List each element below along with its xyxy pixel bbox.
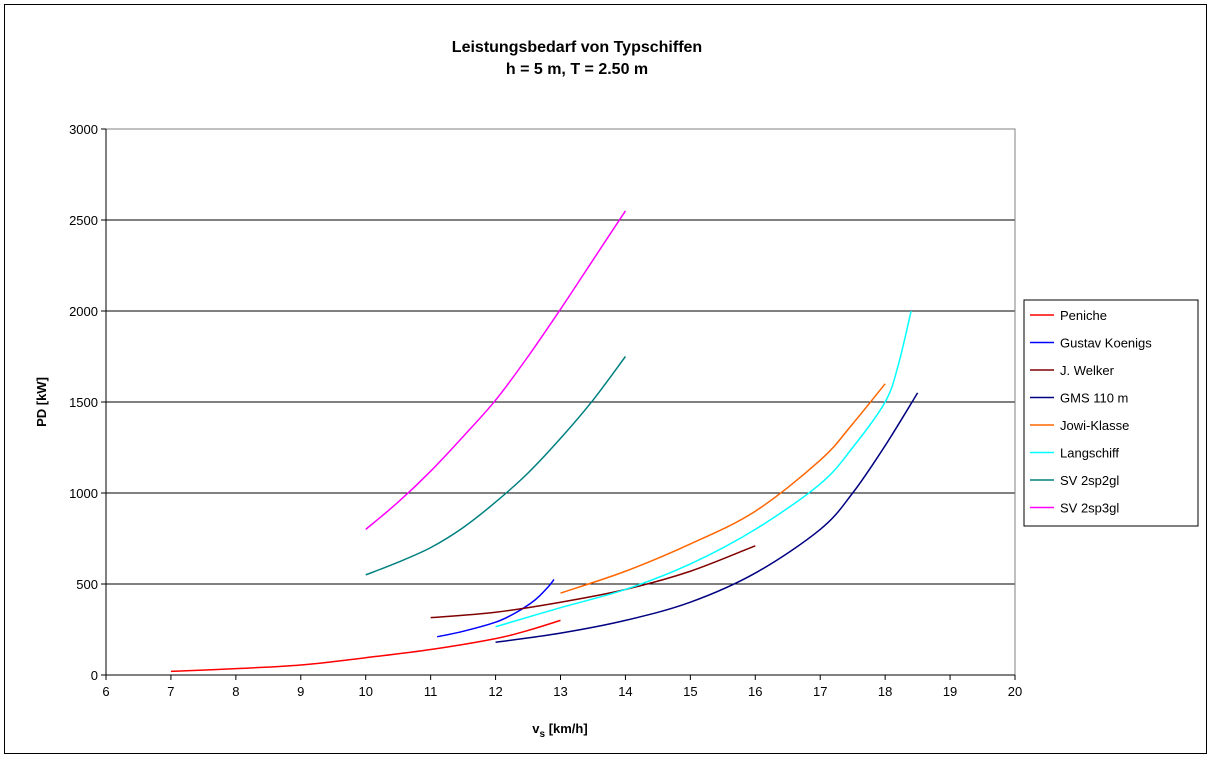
x-axis-label-unit: [km/h]	[545, 721, 588, 736]
y-tick-label: 2000	[69, 304, 98, 319]
x-tick-label: 19	[943, 684, 957, 699]
series-line	[495, 392, 919, 643]
y-tick-label: 0	[91, 668, 98, 683]
x-tick-label: 17	[813, 684, 827, 699]
y-axis-label: PD [kW]	[34, 377, 49, 427]
series-line	[436, 578, 555, 638]
legend-box	[1023, 299, 1199, 527]
series-line	[430, 545, 756, 619]
series-lines	[170, 210, 919, 673]
chart-subtitle: h = 5 m, T = 2.50 m	[506, 61, 648, 78]
series-line	[365, 356, 627, 576]
x-axis-label: vs [km/h]	[532, 721, 587, 740]
x-tick-label: 8	[232, 684, 239, 699]
legend-label: GMS 110 m	[1060, 391, 1128, 406]
series-line	[365, 210, 627, 530]
x-tick-label: 18	[878, 684, 892, 699]
x-tick-label: 10	[358, 684, 372, 699]
y-tick-label: 1000	[69, 486, 98, 501]
legend: Peniche Gustav Koenigs J. Welker GMS 110 m J…	[1023, 299, 1199, 527]
x-axis-label-subscript: s	[540, 729, 546, 740]
legend-label: Peniche	[1060, 308, 1107, 323]
y-tick-label: 500	[76, 577, 98, 592]
series-line	[170, 619, 561, 673]
chart-title: Leistungsbedarf von Typschiffen	[452, 39, 702, 56]
legend-label: Langschiff	[1060, 446, 1119, 461]
x-tick-label: 16	[748, 684, 762, 699]
x-tick-label: 11	[424, 684, 438, 699]
x-tick-label: 15	[683, 684, 697, 699]
x-tick-label: 14	[618, 684, 632, 699]
legend-label: Jowi-Klasse	[1060, 418, 1129, 433]
y-tick-label: 1500	[69, 395, 98, 410]
series-line	[560, 383, 886, 594]
series-line	[495, 310, 912, 628]
x-tick-label: 7	[167, 684, 174, 699]
x-tick-label: 20	[1008, 684, 1022, 699]
legend-label: J. Welker	[1060, 363, 1115, 378]
x-tick-label: 9	[297, 684, 304, 699]
grid-lines	[106, 128, 1015, 585]
x-tick-labels: 6 7 8 9 10 11 12 13 14 15 16 17 18 19 20	[102, 675, 1022, 699]
y-tick-label: 3000	[69, 122, 98, 137]
y-tick-labels: 0 500 1000 1500 2000 2500 3000	[69, 122, 106, 683]
legend-label: SV 2sp2gl	[1060, 473, 1119, 488]
x-tick-label: 6	[102, 684, 109, 699]
y-tick-label: 2500	[69, 213, 98, 228]
x-tick-label: 12	[488, 684, 502, 699]
x-tick-label: 13	[553, 684, 567, 699]
legend-label: SV 2sp3gl	[1060, 501, 1119, 516]
legend-label: Gustav Koenigs	[1060, 336, 1152, 351]
